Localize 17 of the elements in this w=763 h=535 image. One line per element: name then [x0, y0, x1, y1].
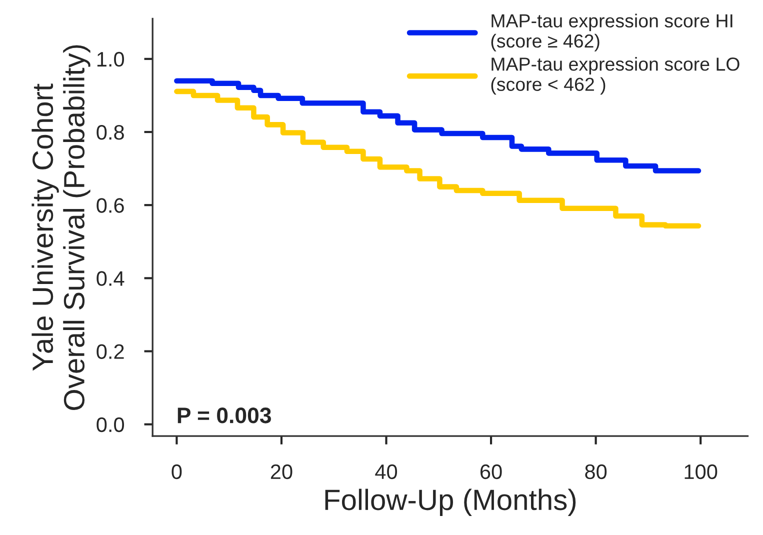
y-tick-label: 0.4: [96, 271, 124, 286]
x-tick-label: 80: [585, 464, 607, 480]
x-tick-label: 40: [375, 464, 398, 480]
annotation: P = 0.003: [178, 408, 271, 424]
x-tick-label: 0: [172, 464, 182, 480]
x-tick-label: 20: [270, 464, 292, 480]
y-axis-title: Yale University Cohort Overall Survival (Probability): [32, 45, 90, 410]
y-tick-label: 0.2: [96, 344, 124, 360]
x-tick-label: 60: [480, 464, 502, 480]
legend-label: MAP-tau expression score LO (score < 462 ): [491, 57, 740, 95]
y-tick-label: 0.8: [96, 125, 124, 140]
legend-label: MAP-tau expression score HI (score ≥ 462): [491, 14, 732, 52]
x-tick-label: 100: [684, 464, 718, 480]
y-tick-label: 1.0: [97, 52, 124, 67]
x-axis-title: Follow-Up (Months): [325, 488, 576, 516]
y-tick-label: 0.0: [96, 417, 124, 432]
y-tick-label: 0.6: [96, 198, 124, 213]
